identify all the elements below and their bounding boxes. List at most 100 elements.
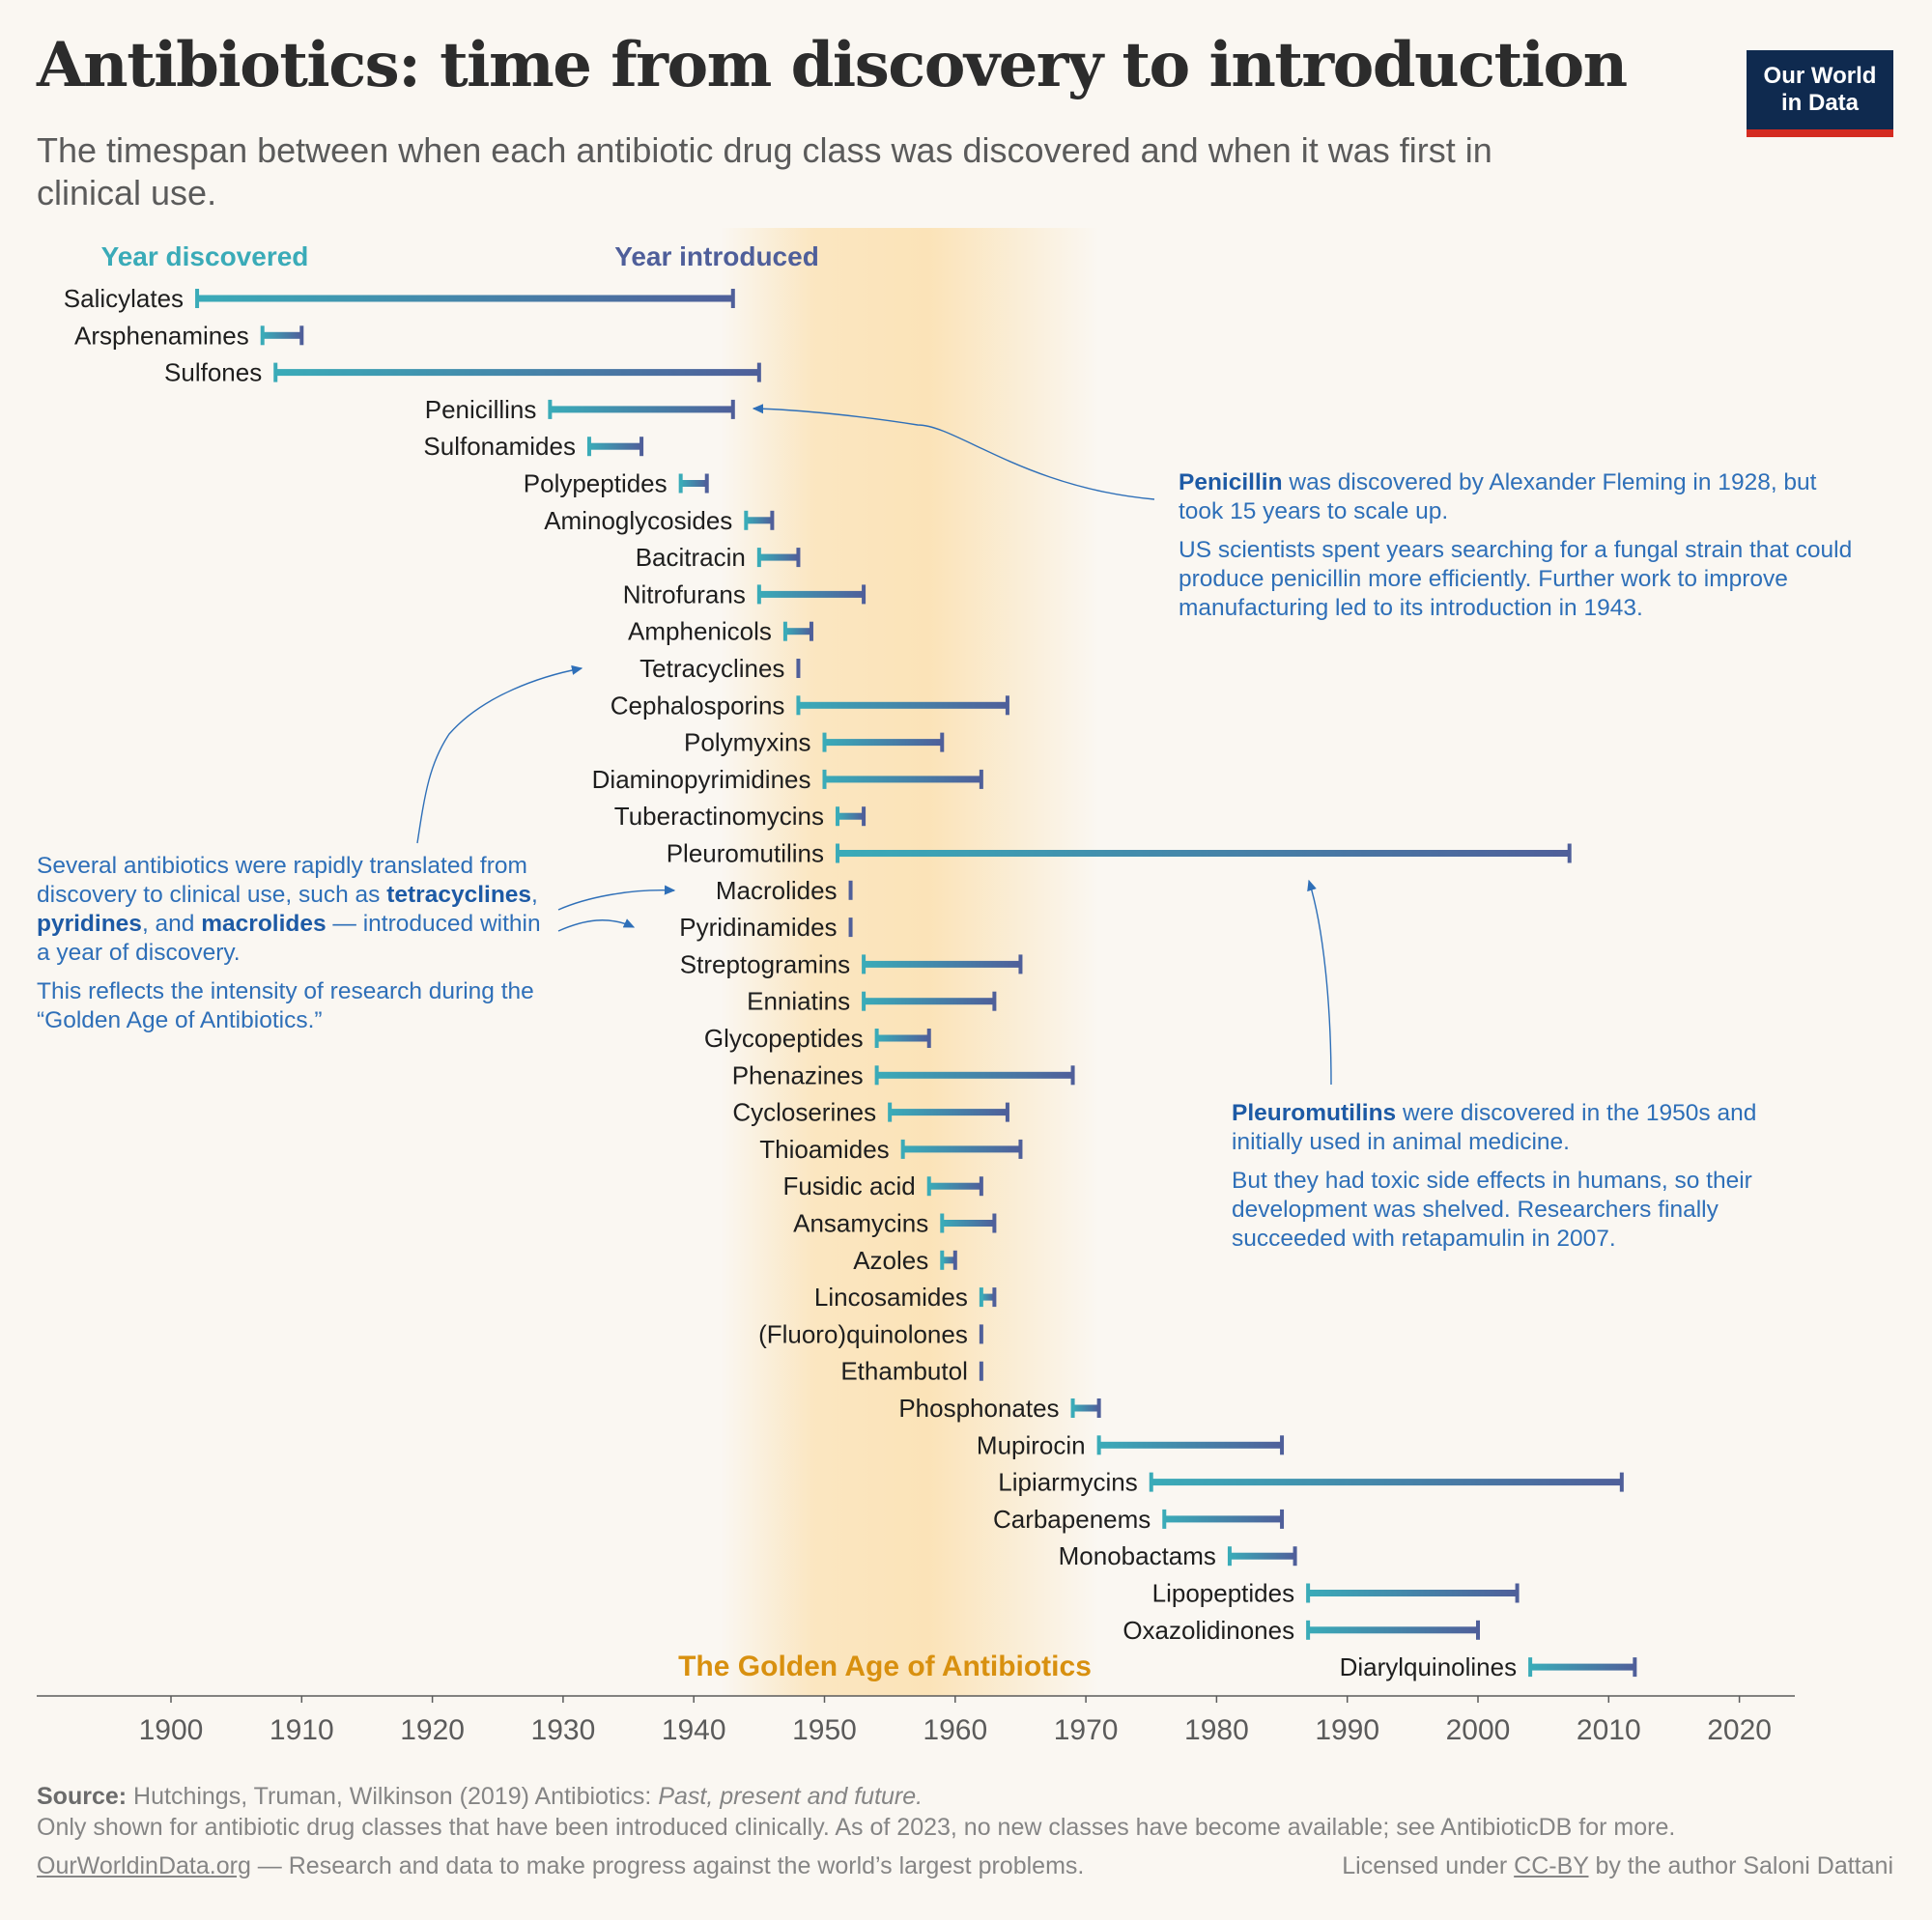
pleuromutilins-annotation: Pleuromutilins were discovered in the 19… <box>1232 1099 1811 1263</box>
x-tick-label: 1900 <box>139 1714 204 1746</box>
range-bar <box>1229 1552 1295 1560</box>
row-label: Macrolides <box>716 876 838 905</box>
legend-year-discovered: Year discovered <box>101 241 309 271</box>
footer-source-label: Source: <box>37 1783 128 1810</box>
x-tick-label: 1960 <box>923 1714 987 1746</box>
penicillin-annotation-bold: Penicillin <box>1179 469 1283 495</box>
row-label: Polymyxins <box>684 728 810 757</box>
row-label: Phosphonates <box>898 1394 1059 1423</box>
rapid-translation-annotation: Several antibiotics were rapidly transla… <box>37 852 558 1045</box>
penicillin-annotation-text-1: was discovered by Alexander Fleming in 1… <box>1179 469 1817 524</box>
range-bar <box>838 812 865 820</box>
range-bar <box>876 1071 1073 1079</box>
row-label: Diaminopyrimidines <box>592 765 811 794</box>
range-bar <box>588 442 642 450</box>
row-label: Monobactams <box>1059 1541 1216 1570</box>
row-label: Polypeptides <box>524 469 668 498</box>
rapid-annotation-sep-1: , <box>531 882 538 908</box>
range-bar <box>864 960 1021 968</box>
x-tick-label: 1980 <box>1184 1714 1249 1746</box>
row-label: Azoles <box>853 1246 928 1275</box>
row-label: Fusidic acid <box>782 1172 915 1200</box>
footer-site-link[interactable]: OurWorldinData.org <box>37 1852 251 1879</box>
range-bar <box>928 1182 981 1190</box>
x-tick-label: 2000 <box>1446 1714 1511 1746</box>
pleuromutilins-annotation-text-2: But they had toxic side effects in human… <box>1232 1168 1752 1252</box>
footer-tagline: — Research and data to make progress aga… <box>250 1852 1085 1879</box>
golden-age-label: The Golden Age of Antibiotics <box>678 1651 1092 1682</box>
range-bar <box>1098 1441 1283 1449</box>
footer-license: Licensed under CC-BY by the author Salon… <box>1342 1852 1893 1880</box>
pleuromutilins-annotation-bold: Pleuromutilins <box>1232 1100 1397 1126</box>
range-bar <box>1530 1663 1635 1671</box>
range-bar <box>746 517 773 524</box>
range-bar <box>197 295 733 302</box>
range-bar <box>824 776 981 783</box>
row-label: Nitrofurans <box>623 579 746 608</box>
row-label: Salicylates <box>64 284 184 313</box>
footer-license-suffix: by the author Saloni Dattani <box>1588 1852 1893 1879</box>
row-label: Sulfonamides <box>423 432 576 461</box>
range-bar <box>838 850 1570 857</box>
range-bar <box>942 1256 955 1264</box>
row-label: Cephalosporins <box>611 691 785 720</box>
row-label: Sulfones <box>164 358 262 387</box>
range-bar <box>262 331 302 339</box>
rapid-annotation-macrolides: macrolides <box>201 911 327 937</box>
chart-subtitle: The timespan between when each antibioti… <box>37 130 1492 212</box>
range-bar <box>1308 1590 1518 1596</box>
footer-license-link[interactable]: CC-BY <box>1514 1852 1589 1879</box>
range-bar <box>942 1220 995 1227</box>
chart-title: Antibiotics: time from discovery to intr… <box>37 29 1628 101</box>
rapid-annotation-tetracyclines: tetracyclines <box>386 882 532 908</box>
owid-logo[interactable]: Our World in Data <box>1747 50 1893 137</box>
row-label: Glycopeptides <box>704 1024 864 1053</box>
x-tick-label: 1920 <box>400 1714 465 1746</box>
row-group: Salicylates Arsphenamines Sulfones Penicill… <box>64 284 1637 1681</box>
x-tick-label: 2010 <box>1577 1714 1641 1746</box>
range-bar <box>550 406 733 413</box>
x-tick-label: 1940 <box>662 1714 726 1746</box>
range-bar <box>758 590 865 598</box>
range-bar <box>275 369 759 377</box>
row-label: Aminoglycosides <box>544 506 732 535</box>
footer-source: Source: Hutchings, Truman, Wilkinson (20… <box>37 1783 923 1811</box>
row-label: Cycloserines <box>732 1098 876 1127</box>
row-label: Tuberactinomycins <box>614 802 824 831</box>
range-bar <box>876 1034 929 1042</box>
x-tick-label: 2020 <box>1707 1714 1772 1746</box>
row-label: Tetracyclines <box>639 654 784 683</box>
row-label: (Fluoro)quinolones <box>758 1319 968 1348</box>
range-bar <box>1308 1626 1478 1634</box>
legend-year-introduced: Year introduced <box>614 241 819 271</box>
row-label: Lipopeptides <box>1152 1579 1294 1608</box>
range-bar <box>758 553 799 561</box>
x-tick-label: 1910 <box>270 1714 334 1746</box>
row-label: Amphenicols <box>628 617 772 646</box>
footer-source-text: Hutchings, Truman, Wilkinson (2019) Anti… <box>127 1783 659 1810</box>
rapid-annotation-text-1b: — introduced within a year of discovery. <box>37 911 541 966</box>
penicillin-annotation: Penicillin was discovered by Alexander F… <box>1179 468 1855 633</box>
footer-site-line: OurWorldinData.org — Research and data t… <box>37 1852 1084 1880</box>
x-tick-label: 1930 <box>531 1714 596 1746</box>
row-label: Carbapenems <box>993 1505 1151 1534</box>
macrolides-arrow <box>557 885 676 911</box>
footer-source-italic: Past, present and future. <box>658 1783 923 1810</box>
row-label: Ethambutol <box>840 1357 968 1386</box>
rapid-annotation-sep-2: , and <box>141 911 202 937</box>
row-label: Arsphenamines <box>74 321 249 350</box>
range-bar <box>890 1109 1008 1116</box>
x-tick-label: 1990 <box>1315 1714 1379 1746</box>
tetracyclines-arrow <box>416 664 583 844</box>
x-tick-label: 1950 <box>792 1714 857 1746</box>
row-label: Thioamides <box>759 1135 889 1164</box>
row-label: Mupirocin <box>977 1430 1086 1459</box>
row-label: Oxazolidinones <box>1122 1616 1294 1645</box>
range-bar <box>680 480 707 487</box>
range-bar <box>1151 1479 1622 1486</box>
x-tick-label: 1970 <box>1054 1714 1119 1746</box>
range-bar <box>784 628 811 635</box>
range-bar <box>824 739 943 747</box>
